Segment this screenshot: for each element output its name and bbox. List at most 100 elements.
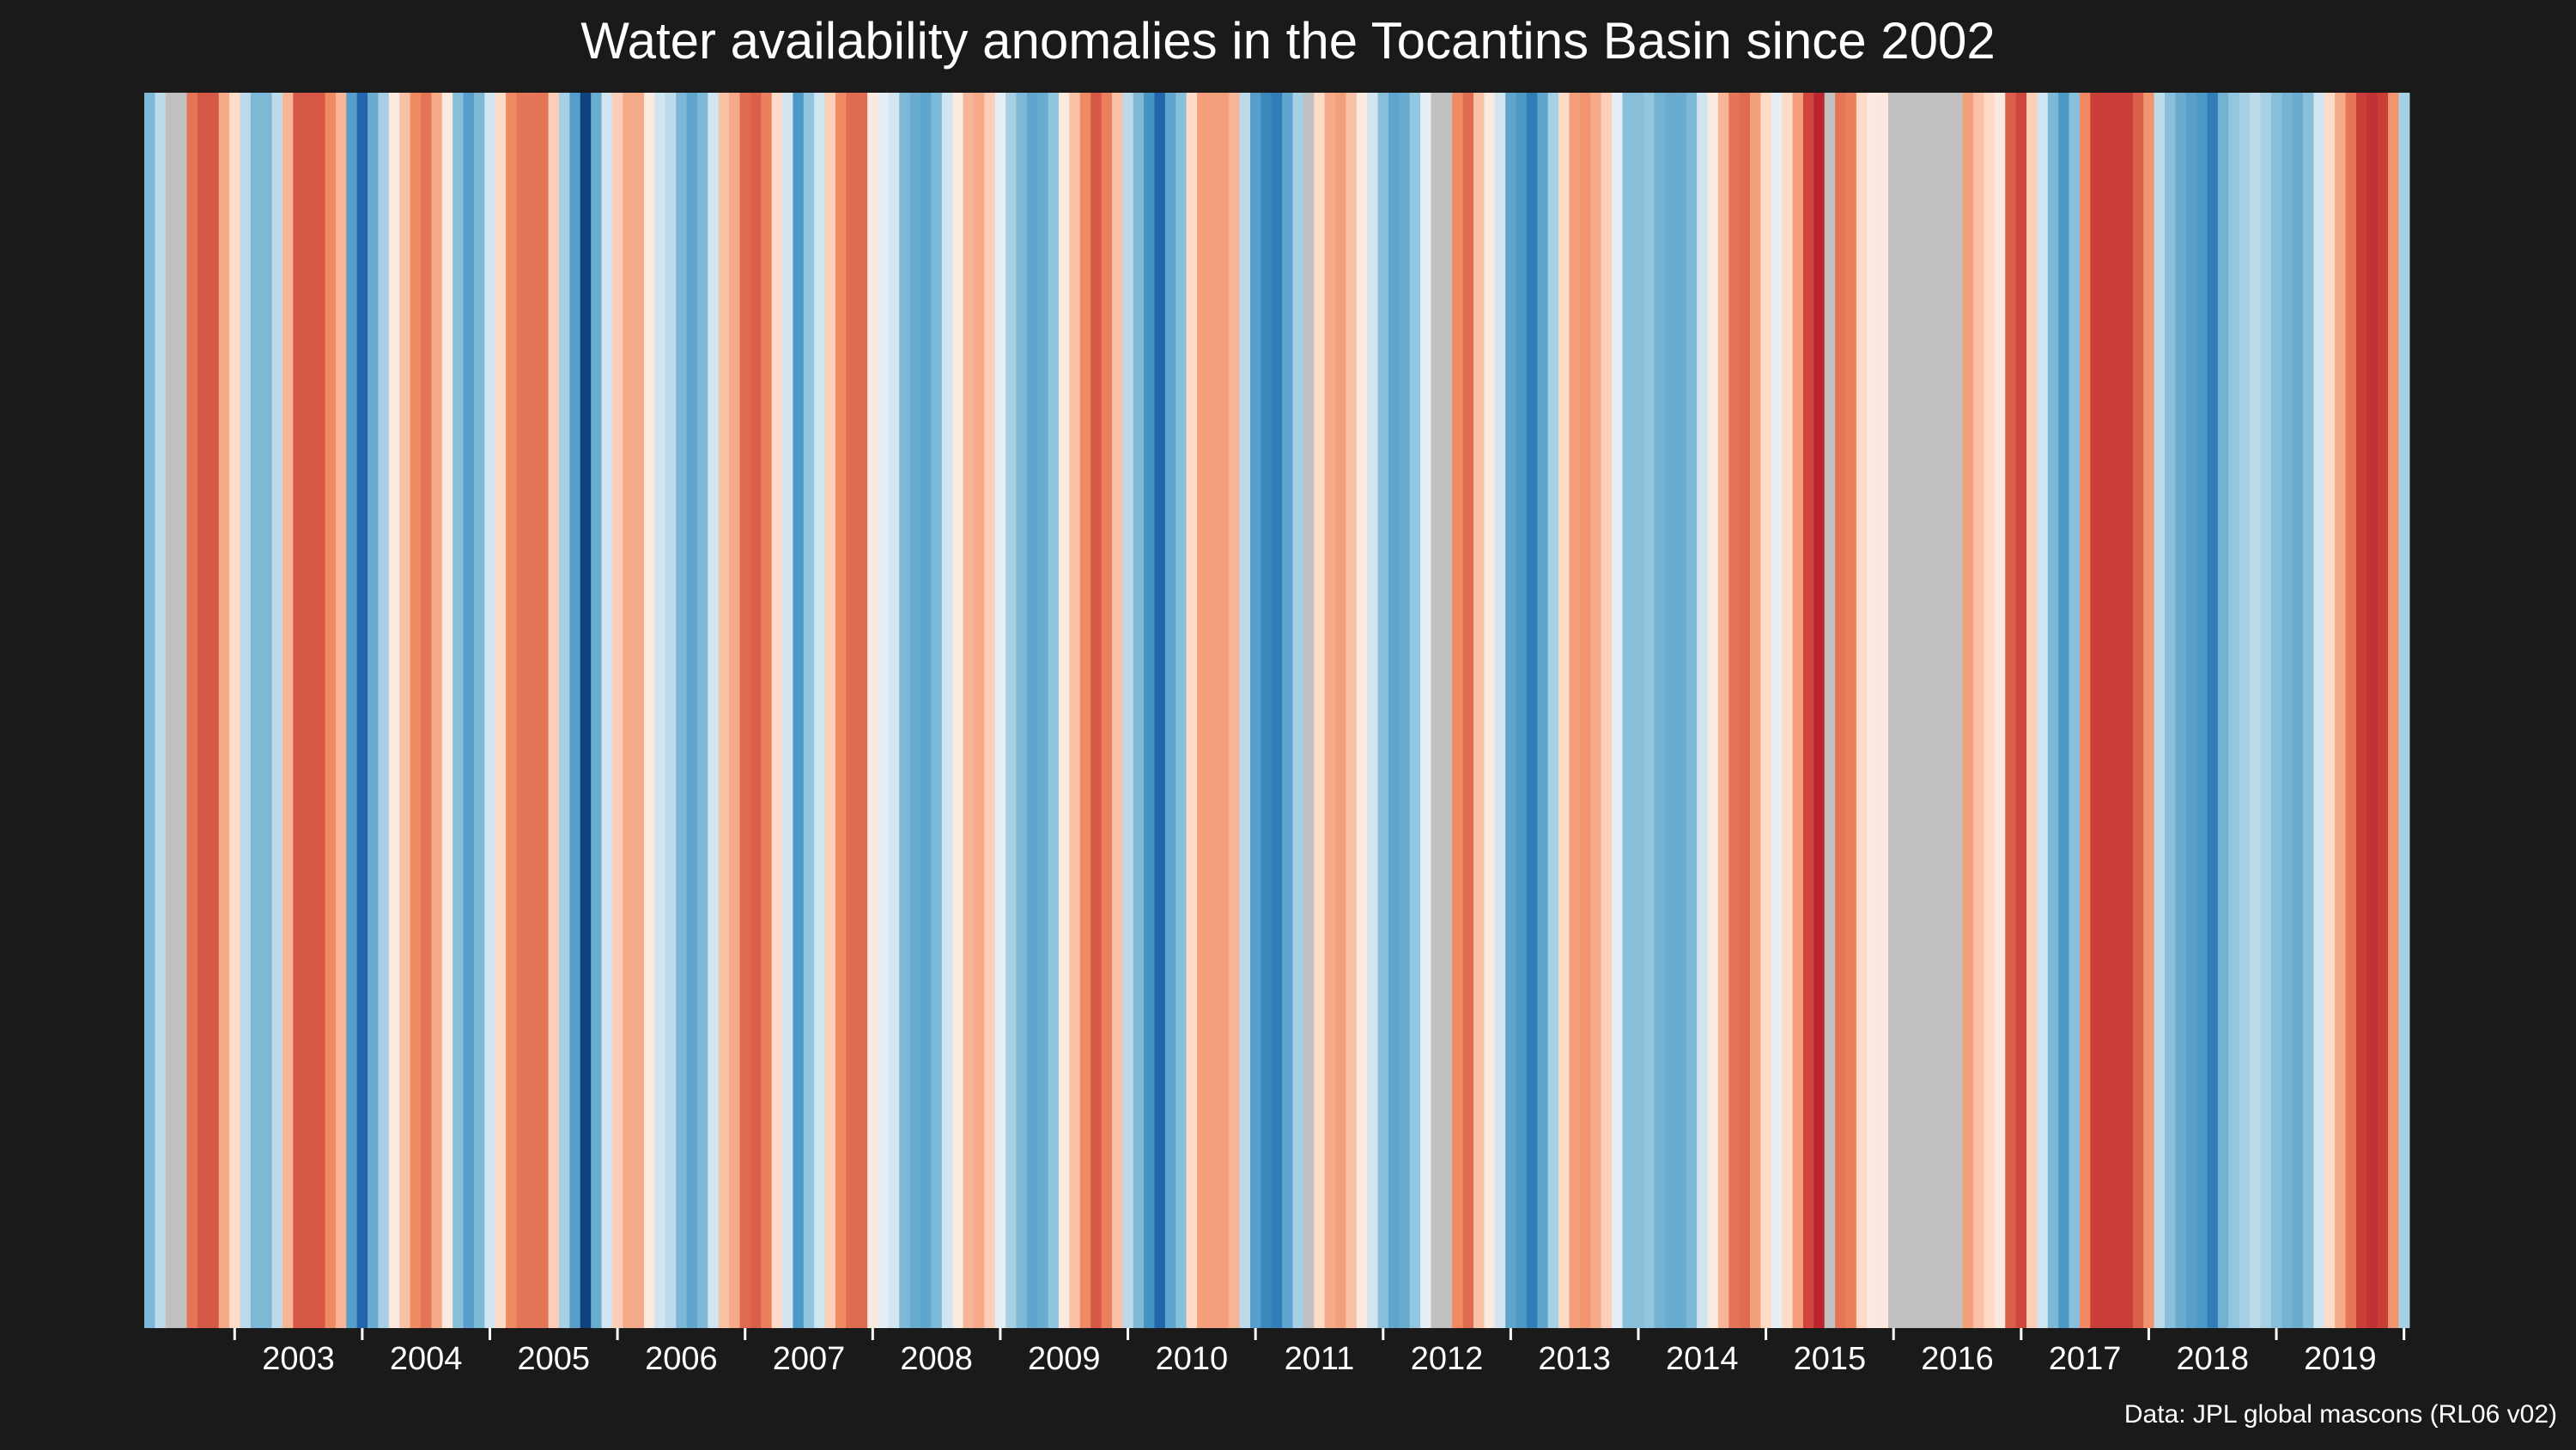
stripe-2019-05 (2324, 93, 2336, 1328)
stripe-2006-01 (623, 93, 635, 1328)
stripe-2011-03 (1282, 93, 1294, 1328)
stripe-2015-05 (1814, 93, 1826, 1328)
stripe-2007-06 (803, 93, 815, 1328)
stripe-2007-02 (761, 93, 773, 1328)
stripe-2014-03 (1664, 93, 1676, 1328)
x-tick-label-2012: 2012 (1411, 1341, 1484, 1377)
stripe-2011-06 (1314, 93, 1326, 1328)
stripe-2012-03 (1409, 93, 1421, 1328)
stripe-2011-10 (1356, 93, 1368, 1328)
stripe-2003-07 (303, 93, 315, 1328)
stripe-2013-01 (1516, 93, 1528, 1328)
stripe-2009-12 (1122, 93, 1134, 1328)
stripe-2002-12 (229, 93, 241, 1328)
stripe-2008-12 (994, 93, 1006, 1328)
stripe-2005-02 (506, 93, 518, 1328)
stripe-2004-11 (473, 93, 485, 1328)
stripe-2009-01 (1005, 93, 1018, 1328)
stripe-2017-09 (2111, 93, 2123, 1328)
stripe-2006-04 (654, 93, 666, 1328)
stripe-2014-05 (1686, 93, 1698, 1328)
stripe-2002-05 (155, 93, 167, 1328)
stripe-2004-07 (431, 93, 443, 1328)
stripe-2015-10 (1867, 93, 1879, 1328)
stripe-2004-02 (378, 93, 390, 1328)
stripe-2015-12 (1888, 93, 1899, 1328)
stripe-2009-09 (1091, 93, 1103, 1328)
stripe-2012-10 (1484, 93, 1496, 1328)
stripe-2003-01 (240, 93, 252, 1328)
stripe-2010-09 (1218, 93, 1230, 1328)
x-tick-label-2010: 2010 (1156, 1341, 1229, 1377)
stripe-2004-01 (368, 93, 380, 1328)
stripe-2017-12 (2143, 93, 2155, 1328)
stripe-2018-08 (2228, 93, 2240, 1328)
stripe-2015-03 (1792, 93, 1804, 1328)
stripe-2007-12 (867, 93, 879, 1328)
stripe-2011-09 (1346, 93, 1358, 1328)
x-tick-label-2018: 2018 (2176, 1341, 2249, 1377)
stripe-2019-04 (2313, 93, 2325, 1328)
stripe-2005-12 (611, 93, 623, 1328)
stripe-2012-11 (1494, 93, 1506, 1328)
stripe-2006-02 (633, 93, 645, 1328)
stripe-2009-08 (1079, 93, 1091, 1328)
stripe-2012-07 (1452, 93, 1464, 1328)
stripe-2014-02 (1654, 93, 1666, 1328)
stripe-2017-07 (2090, 93, 2102, 1328)
stripe-2013-11 (1622, 93, 1634, 1328)
stripe-2005-06 (548, 93, 560, 1328)
stripe-2010-10 (1229, 93, 1241, 1328)
stripe-2016-08 (1973, 93, 1985, 1328)
stripe-2018-10 (2250, 93, 2262, 1328)
stripe-2012-02 (1399, 93, 1411, 1328)
stripe-2006-12 (739, 93, 751, 1328)
stripe-2016-03 (1920, 93, 1932, 1328)
stripe-2010-05 (1176, 93, 1188, 1328)
stripe-2014-07 (1707, 93, 1719, 1328)
stripe-2006-10 (718, 93, 730, 1328)
stripe-2019-02 (2292, 93, 2304, 1328)
stripe-2008-03 (899, 93, 911, 1328)
stripe-2019-03 (2303, 93, 2314, 1328)
stripe-2011-05 (1303, 93, 1315, 1328)
stripe-2018-01 (2154, 93, 2166, 1328)
stripe-2017-04 (2058, 93, 2070, 1328)
stripe-2019-11 (2388, 93, 2400, 1328)
stripe-2012-04 (1420, 93, 1432, 1328)
stripe-2003-06 (293, 93, 305, 1328)
x-tick-label-2013: 2013 (1538, 1341, 1611, 1377)
stripe-2004-05 (410, 93, 422, 1328)
stripe-2015-09 (1856, 93, 1868, 1328)
stripe-2016-02 (1909, 93, 1921, 1328)
stripe-2013-07 (1579, 93, 1591, 1328)
stripe-2010-08 (1207, 93, 1219, 1328)
stripe-2014-01 (1643, 93, 1656, 1328)
stripe-2016-09 (1984, 93, 1996, 1328)
stripe-2007-08 (824, 93, 836, 1328)
stripe-2019-09 (2366, 93, 2379, 1328)
stripe-2006-09 (708, 93, 720, 1328)
stripe-2005-07 (558, 93, 570, 1328)
stripe-2012-01 (1388, 93, 1400, 1328)
stripe-2007-11 (856, 93, 868, 1328)
stripe-2005-05 (538, 93, 550, 1328)
chart-title: Water availability anomalies in the Toca… (580, 12, 1996, 70)
stripe-2017-08 (2100, 93, 2112, 1328)
stripe-2019-01 (2281, 93, 2293, 1328)
stripe-2016-04 (1930, 93, 1942, 1328)
stripe-2015-02 (1782, 93, 1794, 1328)
x-tick-label-2014: 2014 (1666, 1341, 1739, 1377)
stripe-2015-06 (1824, 93, 1836, 1328)
stripe-2007-05 (793, 93, 805, 1328)
stripe-2006-11 (729, 93, 741, 1328)
stripe-2004-12 (484, 93, 496, 1328)
stripe-2002-07 (176, 93, 188, 1328)
stripe-2005-03 (516, 93, 528, 1328)
stripe-2006-03 (644, 93, 656, 1328)
stripe-2019-12 (2398, 93, 2410, 1328)
stripe-2009-07 (1069, 93, 1081, 1328)
stripe-2014-10 (1739, 93, 1751, 1328)
stripe-2011-11 (1367, 93, 1379, 1328)
stripe-2007-03 (771, 93, 783, 1328)
